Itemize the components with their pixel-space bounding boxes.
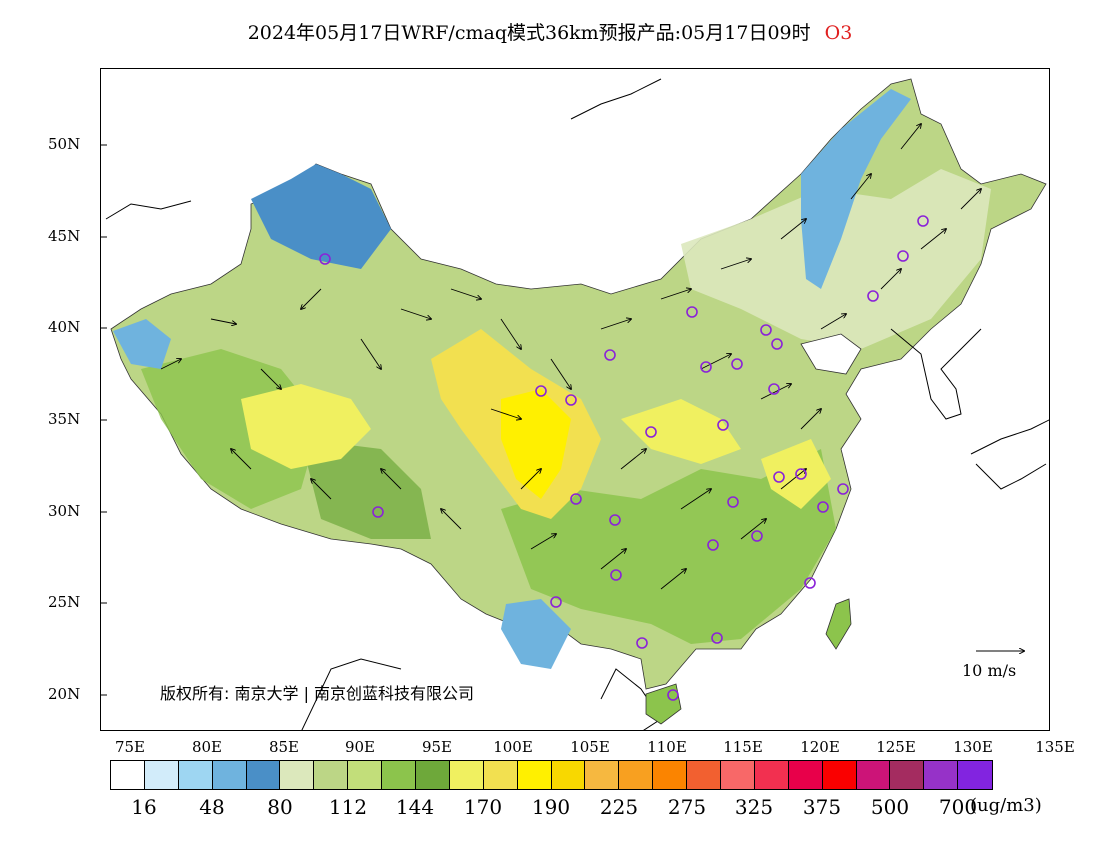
- colorbar-swatch: [348, 761, 383, 789]
- colorbar-swatch: [619, 761, 654, 789]
- lat-label-45n: 45N: [48, 227, 81, 245]
- colorbar-tick-label: 700: [938, 795, 978, 819]
- colorbar-swatch: [788, 761, 823, 789]
- colorbar-swatch: [754, 761, 789, 789]
- blue-zone-pamir: [113, 319, 171, 369]
- baikal-coast: [570, 78, 662, 120]
- colorbar-swatch: [822, 761, 857, 789]
- colorbar-tick-label: 225: [599, 795, 639, 819]
- colorbar-swatch: [212, 761, 247, 789]
- colorbar-tick-label: 190: [531, 795, 571, 819]
- colorbar-swatch: [551, 761, 586, 789]
- colorbar-swatch: [246, 761, 281, 789]
- lon-label-110e: 110E: [647, 738, 687, 756]
- pollutant-label: O3: [824, 22, 853, 44]
- colorbar-tick-label: 375: [802, 795, 842, 819]
- colorbar-swatch: [924, 761, 959, 789]
- colorbar-swatch: [280, 761, 315, 789]
- wind-arrows: [160, 124, 981, 590]
- title-text: 2024年05月17日WRF/cmaq模式36km预报产品:05月17日09时: [247, 22, 811, 44]
- bohai-bay: [800, 333, 862, 375]
- city-markers: [319, 215, 929, 701]
- colorbar-swatch: [144, 761, 179, 789]
- lon-label-80e: 80E: [191, 738, 223, 756]
- blue-zone-northeast: [801, 89, 911, 289]
- colorbar-tick-label: 144: [395, 795, 435, 819]
- lon-label-120e: 120E: [800, 738, 840, 756]
- lat-label-20n: 20N: [48, 685, 81, 703]
- colorbar-tick-label: 325: [734, 795, 774, 819]
- lon-label-90e: 90E: [344, 738, 376, 756]
- colorbar-swatch: [449, 761, 484, 789]
- lon-label-95e: 95E: [421, 738, 453, 756]
- colorbar-tick-label: 48: [199, 795, 225, 819]
- colorbar: [110, 760, 994, 790]
- lon-label-130e: 130E: [953, 738, 993, 756]
- hainan: [645, 683, 682, 725]
- lat-label-25n: 25N: [48, 593, 81, 611]
- lat-label-35n: 35N: [48, 410, 81, 428]
- lon-label-75e: 75E: [114, 738, 146, 756]
- lon-label-100e: 100E: [493, 738, 533, 756]
- japan-coast: [970, 419, 1049, 490]
- colorbar-tick-label: 275: [667, 795, 707, 819]
- yellow-zone-west: [241, 384, 371, 469]
- colorbar-swatch: [687, 761, 722, 789]
- yellow-zone-east: [621, 399, 741, 464]
- colorbar-swatch: [382, 761, 417, 789]
- lat-label-50n: 50N: [48, 135, 81, 153]
- lon-label-105e: 105E: [570, 738, 610, 756]
- colorbar-swatch: [890, 761, 925, 789]
- lon-label-135e: 135E: [1035, 738, 1075, 756]
- colorbar-tick-label: 16: [131, 795, 157, 819]
- pale-zone-northeast: [681, 169, 991, 349]
- lon-label-85e: 85E: [268, 738, 300, 756]
- colorbar-swatch: [517, 761, 552, 789]
- colorbar-tick-label: 80: [267, 795, 293, 819]
- korea-coast: [890, 328, 982, 420]
- colorbar-swatch: [483, 761, 518, 789]
- colorbar-tick-label: 112: [328, 795, 368, 819]
- southeast-asia-coast: [301, 658, 662, 730]
- map-title: 2024年05月17日WRF/cmaq模式36km预报产品:05月17日09时 O…: [0, 18, 1100, 45]
- colorbar-tick-label: 500: [870, 795, 910, 819]
- colorbar-swatch: [958, 761, 993, 789]
- colorbar-swatch: [314, 761, 349, 789]
- blue-zone-xinjiang: [251, 164, 391, 269]
- green-zone-south: [501, 449, 836, 644]
- map-frame: [100, 68, 1050, 731]
- colorbar-swatch: [416, 761, 450, 789]
- lat-label-30n: 30N: [48, 502, 81, 520]
- ozone-map: [101, 78, 1049, 730]
- colorbar-swatch: [178, 761, 213, 789]
- colorbar-swatch: [721, 761, 755, 789]
- lat-label-40n: 40N: [48, 318, 81, 336]
- wind-reference-label: 10 m/s: [962, 661, 1017, 680]
- copyright-text: 版权所有: 南京大学 | 南京创蓝科技有限公司: [160, 684, 475, 703]
- lon-label-125e: 125E: [876, 738, 916, 756]
- colorbar-unit: (ug/m3): [970, 795, 1042, 816]
- colorbar-tick-label: 170: [463, 795, 503, 819]
- green-zone-tibet: [301, 439, 431, 539]
- colorbar-swatch: [856, 761, 891, 789]
- colorbar-swatch: [111, 761, 145, 789]
- blue-zone-yunnan: [501, 599, 571, 669]
- lon-label-115e: 115E: [723, 738, 763, 756]
- taiwan: [825, 598, 852, 650]
- axis-ticks: [101, 144, 107, 696]
- kazakh-border: [105, 200, 192, 220]
- colorbar-swatch: [585, 761, 620, 789]
- colorbar-swatch: [653, 761, 688, 789]
